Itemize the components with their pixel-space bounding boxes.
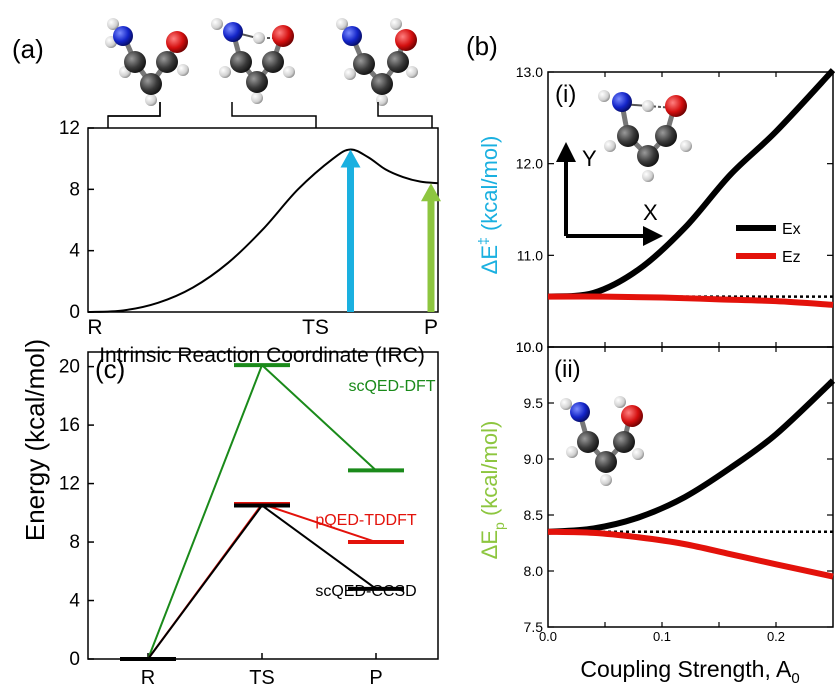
b-ytick-label: 8.0	[524, 563, 544, 579]
c-series-label: pQED-TDDFT	[315, 512, 417, 529]
series-Ex-line	[547, 378, 835, 535]
panel-label-a: (a)	[12, 34, 44, 64]
c-series-label: scQED-CCSD	[315, 583, 416, 600]
panel-b-i: (i) 10.0 11.0 12.0 13.0 ΔE‡ (kcal/mol)	[475, 64, 835, 355]
b-ytick-label: 13.0	[516, 64, 543, 80]
c-ytick-label: 12	[59, 474, 80, 495]
series-Ex-line	[547, 68, 835, 300]
b-xtick-label: 0.0	[539, 629, 557, 644]
panel-a: 0 4 8 12 R TS P Intrinsic Reaction Coordinate…	[59, 118, 441, 367]
a-xtick-label: TS	[302, 316, 329, 339]
c-connector-line	[147, 364, 263, 660]
c-series-label: scQED-DFT	[348, 378, 435, 395]
b-xtick-label: 0.2	[767, 629, 785, 644]
b-ytick-label: 10.0	[516, 339, 543, 355]
c-connector-line	[147, 504, 263, 660]
panel-label-b: (b)	[466, 31, 498, 61]
a-ytick-label: 4	[69, 241, 80, 262]
panel-c-frame	[87, 351, 439, 660]
a-ytick-label: 8	[69, 179, 80, 200]
axis-label-y: Y	[582, 146, 597, 171]
panel-label-bi: (i)	[555, 81, 576, 108]
a-xtick-label: R	[87, 316, 102, 339]
b-ytick-label: 9.0	[524, 451, 544, 467]
axis-label-x: X	[643, 200, 658, 225]
panel-bii-frame	[547, 346, 834, 628]
product-molecule-icon	[336, 18, 418, 106]
c-ytick-label: 20	[59, 357, 80, 378]
b-xtick-label: 0.1	[653, 629, 671, 644]
series-Ez-line	[547, 528, 834, 580]
b-ytick-label: 8.5	[524, 507, 544, 523]
reaction-energy-arrow-head	[421, 183, 441, 202]
panel-bi-ylabel: ΔE‡ (kcal/mol)	[475, 136, 502, 275]
c-xtick-label: R	[141, 667, 155, 687]
reactant-molecule-icon	[105, 18, 189, 106]
panel-bii-ylabel: ΔEp (kcal/mol)	[477, 421, 507, 560]
panel-label-bii: (ii)	[554, 356, 581, 383]
series-scQED-CCSD: scQED-CCSD	[120, 503, 417, 661]
b-ytick-label: 9.5	[524, 395, 544, 411]
panel-a-frame	[87, 127, 439, 313]
c-connector-line	[261, 364, 377, 472]
b-ytick-label: 10.0	[516, 339, 543, 355]
polarization-axes-icon	[556, 142, 663, 246]
a-ytick-label: 0	[69, 302, 80, 323]
legend-label-Ex: Ex	[782, 221, 801, 238]
panel-c: 0 4 8 12 16 20 R TS P scQED-DFT pQED-TDDFT scQED-…	[59, 351, 439, 687]
c-connector-line	[261, 504, 377, 590]
transition-state-inset-molecule-icon	[598, 90, 692, 182]
panel-bii-xlabel: Coupling Strength, A0	[580, 656, 799, 687]
b-ytick-label: 7.5	[524, 619, 544, 635]
legend-label-Ez: Ez	[782, 249, 801, 266]
c-ytick-label: 16	[59, 415, 80, 436]
series-Ez-line	[547, 293, 834, 308]
c-xtick-label: P	[369, 667, 382, 687]
irc-energy-curve	[87, 148, 439, 313]
shared-ylabel: Energy (kcal/mol)	[20, 339, 50, 541]
c-ytick-label: 0	[69, 649, 80, 670]
product-inset-molecule-icon	[560, 396, 644, 486]
c-connector-line	[261, 503, 377, 543]
molecule-connector-brackets	[107, 102, 433, 128]
c-xtick-label: TS	[249, 667, 275, 687]
c-ytick-label: 8	[69, 532, 80, 553]
b-ytick-label: 11.0	[517, 247, 543, 263]
c-ytick-label: 4	[69, 591, 80, 612]
panel-label-c: (c)	[95, 354, 125, 384]
a-ytick-label: 12	[59, 118, 80, 139]
transition-state-molecule-icon	[211, 18, 295, 104]
a-xtick-label: P	[424, 316, 438, 339]
b-ytick-label: 12.0	[516, 156, 543, 172]
barrier-arrow-head	[340, 149, 361, 168]
panel-b-ii: (ii) 7.5 8.0 8.5 9.0 9.5 10.0 0.0 0.1 0.2 ΔEp (…	[477, 339, 835, 687]
panel-a-xlabel: Intrinsic Reaction Coordinate (IRC)	[99, 344, 425, 367]
